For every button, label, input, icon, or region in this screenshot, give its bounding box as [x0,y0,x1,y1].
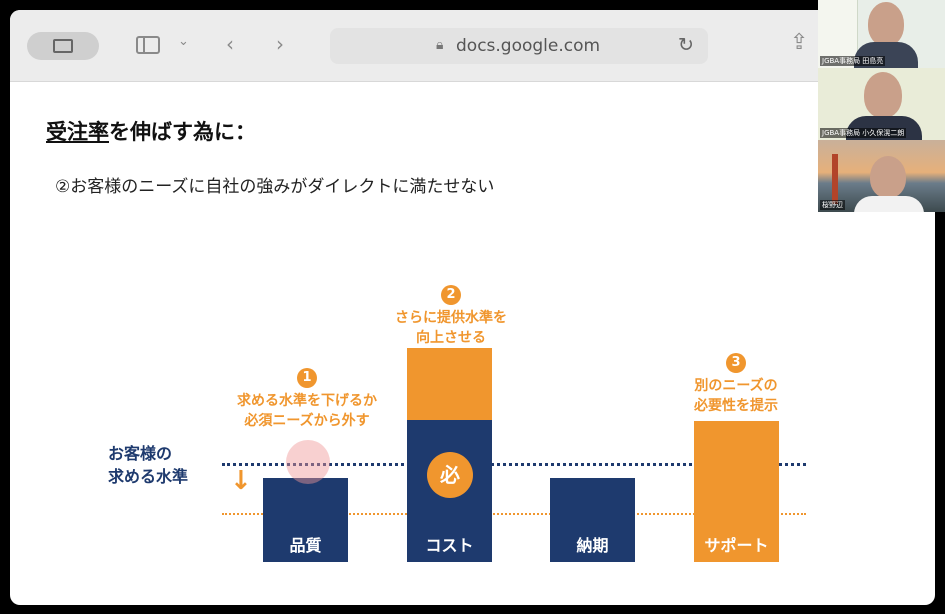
bar-support: サポート [694,421,779,562]
share-icon[interactable]: ⇪ [790,30,809,55]
participant-body [854,196,924,212]
slide-subtitle: ②お客様のニーズに自社の強みがダイレクトに満たせない [55,177,495,197]
participant-video[interactable]: JGBA事務局 田島亮 [818,0,945,68]
reload-icon[interactable]: ↻ [678,34,694,56]
bar-cost: コスト 必 [407,420,492,562]
annotation-1: 1 求める水準を下げるか 必須ニーズから外す [217,368,397,430]
bar-label: 納期 [576,536,609,555]
forward-icon[interactable]: › [276,32,284,56]
title-rest: を伸ばす為に： [109,120,256,144]
bridge-background [832,154,838,204]
annotation-line: 必須ニーズから外す [244,413,370,429]
bar-label: コスト [425,536,474,555]
title-underlined: 受注率 [46,120,109,144]
participant-face [870,156,906,198]
tab-overview-button[interactable] [27,32,99,60]
annotation-3: 3 別のニーズの 必要性を提示 [646,353,826,415]
bar-label: 品質 [289,536,322,555]
participant-name: JGBA事務局 田島亮 [820,56,886,66]
participant-face [868,2,904,46]
down-arrow-icon: ↓ [230,466,252,496]
annotation-number: 3 [726,353,746,373]
participant-name: JGBA事務局 小久保滉二朗 [820,128,907,138]
slide-title: 受注率を伸ばす為に： [46,116,256,146]
url-text: docs.google.com [456,36,601,56]
chevron-down-icon[interactable]: ⌄ [178,34,189,49]
annotation-line: さらに提供水準を [395,310,507,326]
annotation-2: 2 さらに提供水準を 向上させる [361,285,541,347]
bar-label: サポート [704,536,769,555]
bar-quality: 品質 [263,478,348,562]
lock-icon: 🔒︎ [436,37,444,53]
annotation-number: 2 [441,285,461,305]
label-line: お客様の [108,444,173,463]
participant-name: 桜野辺 [820,200,845,210]
back-icon[interactable]: ‹ [226,32,234,56]
annotation-line: 別のニーズの [694,378,778,394]
customer-level-label: お客様の 求める水準 [108,442,188,488]
annotation-number: 1 [297,368,317,388]
bar-delivery: 納期 [550,478,635,562]
label-line: 求める水準 [108,467,189,486]
address-bar[interactable]: 🔒︎ docs.google.com ↻ [330,28,708,64]
sidebar-icon[interactable] [136,36,160,54]
participant-video[interactable]: JGBA事務局 小久保滉二朗 [818,68,945,140]
participant-video[interactable]: 桜野辺 [818,140,945,212]
annotation-line: 求める水準を下げるか [237,393,377,409]
annotation-line: 向上させる [416,330,486,346]
annotation-line: 必要性を提示 [694,398,778,414]
browser-window: ⌄ ‹ › 🔒︎ docs.google.com ↻ ⇪ 受注率を伸ばす為に： … [10,10,935,605]
faded-circle [286,440,330,484]
bar-cost-extra [407,348,492,420]
required-badge: 必 [427,452,473,498]
browser-toolbar: ⌄ ‹ › 🔒︎ docs.google.com ↻ ⇪ [10,10,935,82]
tab-overview-icon [53,39,73,53]
lowered-level-line [222,513,806,515]
customer-level-line [222,463,806,466]
participant-face [864,72,902,118]
